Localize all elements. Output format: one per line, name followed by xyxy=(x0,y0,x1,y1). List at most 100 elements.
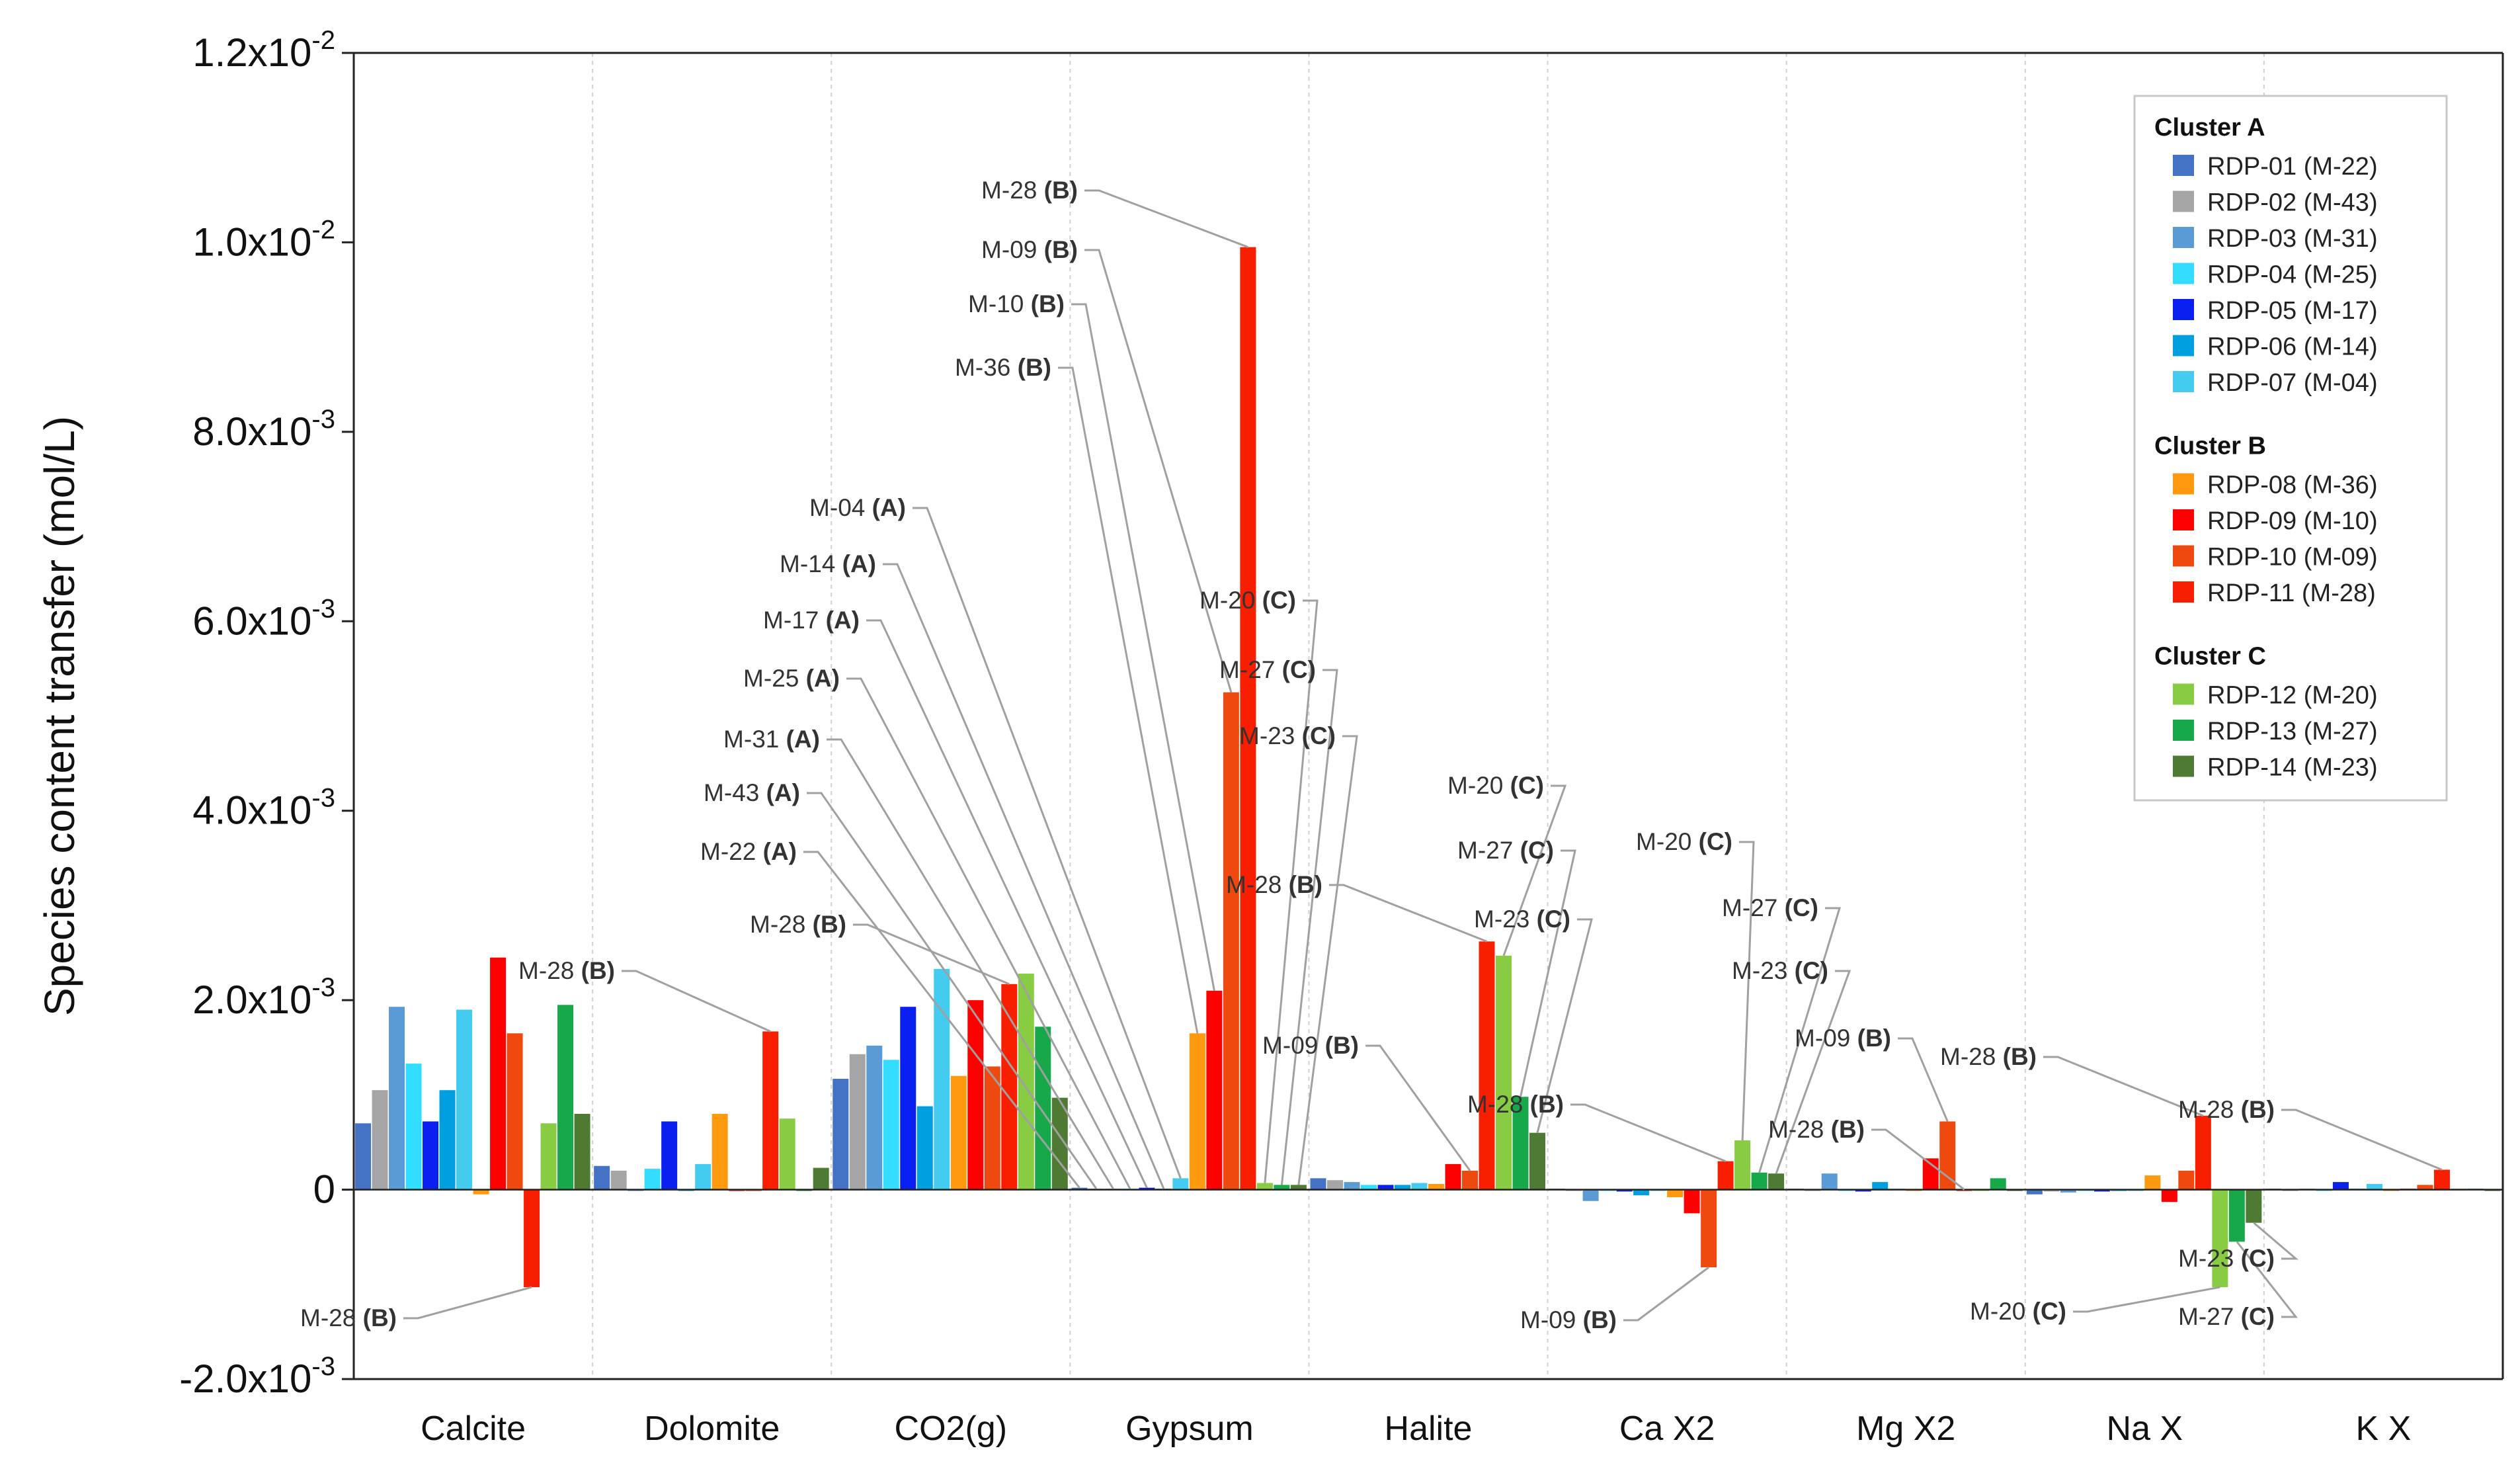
annotation-callout: M-27 (C) xyxy=(2178,1241,2298,1330)
annotation-label: M-20 (C) xyxy=(1636,828,1732,855)
legend-entry-label: RDP-11 (M-28) xyxy=(2207,579,2376,607)
x-category-label: Na X xyxy=(2107,1410,2183,1448)
bar-rdp-11-m-28--na-x xyxy=(2195,1115,2211,1190)
annotation-label: M-09 (B) xyxy=(1520,1306,1617,1333)
annotation-callout: M-27 (C) xyxy=(1457,837,1576,1097)
annotation-leader-line xyxy=(1502,784,1567,956)
y-tick-labels: -2.0x10-3 0 2.0x10-3 4.0x10-3 6.0x10-3 8.0x10… xyxy=(179,26,354,1401)
x-category-labels: Calcite Dolomite CO2(g) Gypsum Halite Ca X2 Mg… xyxy=(421,1410,2411,1448)
bar-rdp-13-m-27--gypsum xyxy=(1274,1185,1290,1190)
annotation-label: M-23 (C) xyxy=(1732,957,1828,984)
annotation-leader-line xyxy=(2253,1222,2299,1260)
bar-rdp-09-m-10--calcite xyxy=(490,957,507,1190)
y-tick-label: 1.0x10-2 xyxy=(192,215,335,264)
bar-rdp-02-m-43--calcite xyxy=(372,1090,388,1190)
annotation-callout: M-17 (A) xyxy=(763,607,1148,1189)
bar-rdp-05-m-17--co2-g- xyxy=(900,1007,916,1190)
annotation-label: M-27 (C) xyxy=(1457,837,1554,864)
annotation-label: M-14 (A) xyxy=(780,550,876,577)
bar-rdp-06-m-14--ca-x2 xyxy=(1633,1189,1650,1196)
annotation-leader-line xyxy=(2043,1056,2204,1117)
legend-swatch xyxy=(2173,263,2194,284)
annotation-leader-line xyxy=(1871,1128,1965,1191)
annotation-leader-line xyxy=(1758,907,1842,1173)
bar-rdp-08-m-36--na-x xyxy=(2144,1175,2161,1190)
legend-swatch xyxy=(2173,683,2194,705)
bar-rdp-01-m-22--calcite xyxy=(355,1123,372,1190)
y-tick-label: 1.2x10-2 xyxy=(192,26,335,75)
annotation-label: M-28 (B) xyxy=(1226,871,1322,898)
legend-swatch xyxy=(2173,335,2194,357)
bar-rdp-01-m-22--halite xyxy=(1310,1178,1326,1190)
annotation-callout: M-09 (B) xyxy=(1520,1266,1710,1333)
legend-swatch xyxy=(2173,190,2194,212)
bar-rdp-11-m-28--co2-g- xyxy=(1001,984,1018,1190)
annotation-callout: M-22 (A) xyxy=(700,838,1080,1189)
bar-rdp-07-m-04--dolomite xyxy=(695,1163,711,1190)
bar-rdp-01-m-22--na-x xyxy=(2026,1189,2043,1195)
annotation-label: M-28 (B) xyxy=(300,1304,397,1331)
bar-rdp-11-m-28--ca-x2 xyxy=(1717,1161,1734,1190)
annotation-callout: M-25 (A) xyxy=(743,665,1131,1189)
y-tick-label: -2.0x10-3 xyxy=(179,1352,335,1401)
bar-rdp-10-m-09--na-x xyxy=(2178,1170,2195,1190)
annotation-callout: M-04 (A) xyxy=(809,494,1182,1179)
bar-rdp-11-m-28--k-x xyxy=(2433,1169,2450,1190)
annotation-leader-line xyxy=(1570,1103,1727,1162)
legend-swatch xyxy=(2173,299,2194,320)
legend-group-title: Cluster C xyxy=(2154,643,2266,671)
bar-rdp-09-m-10--ca-x2 xyxy=(1684,1189,1700,1214)
bar-rdp-07-m-04--co2-g- xyxy=(934,968,950,1190)
annotation-leader-line xyxy=(1084,189,1248,248)
annotation-leader-line xyxy=(1071,303,1215,991)
bar-rdp-09-m-10--na-x xyxy=(2161,1189,2177,1202)
bar-rdp-08-m-36--halite xyxy=(1428,1183,1444,1190)
bar-rdp-10-m-09--ca-x2 xyxy=(1701,1189,1717,1268)
annotation-callout: M-31 (A) xyxy=(723,726,1114,1189)
bar-rdp-13-m-27--co2-g- xyxy=(1035,1027,1051,1190)
bar-rdp-05-m-17--na-x xyxy=(2093,1189,2110,1192)
annotation-label: M-23 (C) xyxy=(2178,1245,2275,1272)
bar-rdp-08-m-36--calcite xyxy=(473,1189,489,1195)
annotation-label: M-31 (A) xyxy=(723,726,820,753)
bar-rdp-05-m-17--mg-x2 xyxy=(1855,1189,1871,1192)
bar-rdp-13-m-27--na-x xyxy=(2228,1189,2245,1242)
annotation-label: M-09 (B) xyxy=(1262,1032,1359,1059)
annotation-leader-line xyxy=(846,677,1131,1189)
annotation-leader-line xyxy=(1058,366,1199,1034)
bar-rdp-10-m-09--halite xyxy=(1462,1170,1478,1190)
annotation-label: M-28 (B) xyxy=(518,957,615,984)
annotation-leader-line xyxy=(1775,970,1851,1174)
bars xyxy=(355,247,2501,1288)
annotation-callout: M-36 (B) xyxy=(955,354,1199,1034)
bar-rdp-08-m-36--co2-g- xyxy=(950,1075,967,1190)
annotation-leader-line xyxy=(1365,1044,1471,1171)
bar-rdp-01-m-22--dolomite xyxy=(594,1165,610,1190)
annotation-callout: M-09 (B) xyxy=(981,236,1233,693)
annotation-leader-line xyxy=(1280,669,1338,1185)
annotation-callout: M-28 (B) xyxy=(1940,1043,2204,1117)
x-category-label: Mg X2 xyxy=(1856,1410,1955,1448)
bar-rdp-12-m-20--ca-x2 xyxy=(1734,1140,1751,1190)
bar-rdp-01-m-22--co2-g- xyxy=(833,1079,849,1190)
bar-rdp-12-m-20--calcite xyxy=(540,1123,557,1190)
annotation-label: M-28 (B) xyxy=(981,177,1078,204)
bar-rdp-03-m-31--co2-g- xyxy=(866,1045,883,1190)
annotation-label: M-28 (B) xyxy=(2178,1096,2275,1123)
legend-entry-label: RDP-05 (M-17) xyxy=(2207,297,2378,325)
annotation-label: M-10 (B) xyxy=(968,290,1065,317)
annotation-leader-line xyxy=(1739,841,1755,1141)
legend-entry-label: RDP-13 (M-27) xyxy=(2207,718,2378,745)
annotation-callout: M-27 (C) xyxy=(1219,656,1338,1185)
legend-swatch xyxy=(2173,755,2194,777)
annotation-callout: M-43 (A) xyxy=(704,779,1098,1189)
bar-rdp-02-m-43--na-x xyxy=(2043,1189,2060,1192)
bar-rdp-10-m-09--mg-x2 xyxy=(1939,1121,1956,1190)
bar-rdp-03-m-31--na-x xyxy=(2060,1189,2076,1193)
annotation-label: M-20 (C) xyxy=(1447,772,1544,799)
annotation-callout: M-23 (C) xyxy=(1732,957,1851,1174)
bar-rdp-06-m-14--halite xyxy=(1395,1185,1410,1190)
annotation-leader-line xyxy=(2073,1286,2220,1313)
bar-rdp-05-m-17--dolomite xyxy=(661,1121,678,1190)
bar-rdp-02-m-43--co2-g- xyxy=(849,1054,866,1190)
